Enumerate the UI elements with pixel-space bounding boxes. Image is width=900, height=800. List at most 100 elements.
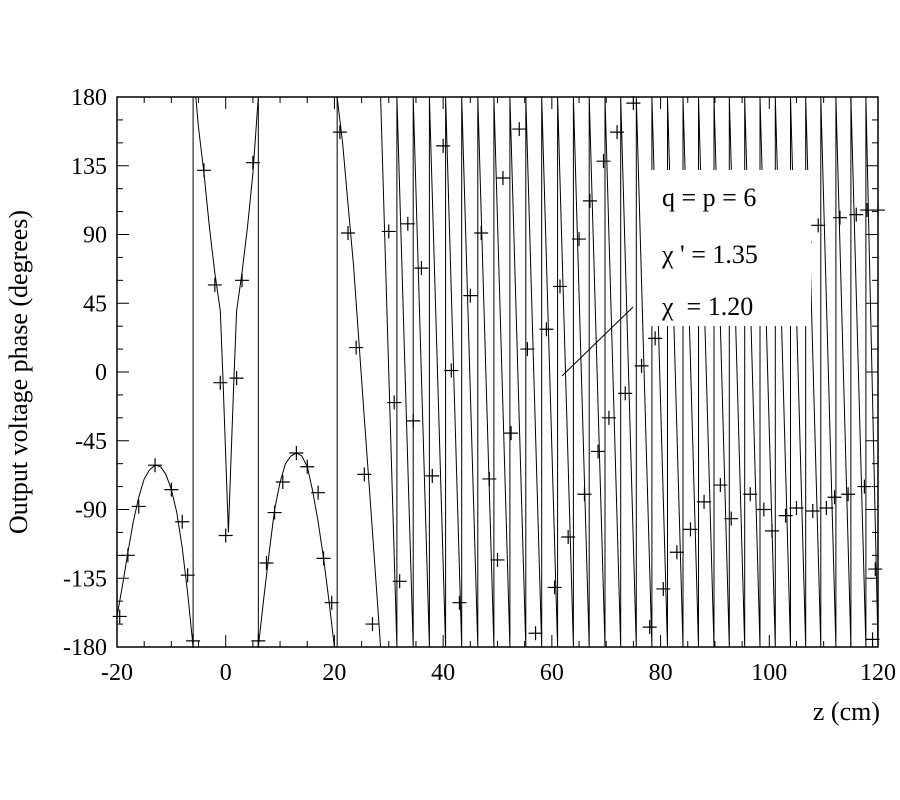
data-point-marker xyxy=(218,528,233,543)
data-point-marker xyxy=(349,340,364,355)
annotation-line-q-p: q = p = 6 xyxy=(662,183,756,212)
data-point-marker xyxy=(827,490,842,505)
data-point-marker xyxy=(332,125,347,140)
data-point-marker xyxy=(112,609,127,624)
x-tick-label: 120 xyxy=(860,660,896,686)
data-point-marker xyxy=(553,279,568,294)
y-tick-label: -180 xyxy=(63,635,107,661)
data-point-marker xyxy=(648,331,663,346)
y-tick-label: -90 xyxy=(75,498,107,524)
data-point-marker xyxy=(849,207,864,222)
data-point-marker xyxy=(229,371,244,386)
axis-tick-labels: -20 0 20 40 60 80 100 120 -180 -135 -90 -45 0 45 90 135… xyxy=(63,85,896,686)
data-point-marker xyxy=(572,232,587,247)
data-point-marker xyxy=(618,386,633,401)
data-point-marker xyxy=(743,487,758,502)
data-point-marker xyxy=(832,210,847,225)
data-point-marker xyxy=(495,170,510,185)
data-point-marker xyxy=(245,155,260,170)
data-point-marker xyxy=(547,580,562,595)
axis-ticks xyxy=(116,96,879,648)
data-point-marker xyxy=(756,502,771,517)
data-point-marker xyxy=(656,581,671,596)
data-point-marker xyxy=(267,505,282,520)
data-point-marker xyxy=(582,193,597,208)
data-point-marker xyxy=(235,273,250,288)
annotation-pointer-line xyxy=(561,306,634,377)
x-tick-label: 80 xyxy=(649,660,673,686)
y-tick-label: 45 xyxy=(83,291,107,317)
data-point-marker xyxy=(474,225,489,240)
y-axis-title: Output voltage phase (degrees) xyxy=(4,210,33,534)
phase-curve-wrapped xyxy=(380,96,879,648)
data-point-marker xyxy=(400,216,415,231)
data-point-marker xyxy=(414,261,429,276)
data-point-marker xyxy=(207,277,222,292)
data-point-marker xyxy=(539,322,554,337)
data-point-marker xyxy=(196,163,211,178)
data-point-marker xyxy=(406,413,421,428)
data-point-marker xyxy=(789,500,804,515)
data-point-marker xyxy=(819,500,834,515)
data-point-marker xyxy=(452,595,467,610)
data-point-marker xyxy=(311,485,326,500)
data-point-marker xyxy=(865,632,880,647)
data-point-marker xyxy=(520,342,535,357)
x-tick-label: 100 xyxy=(751,660,787,686)
data-point-marker xyxy=(148,458,163,473)
data-point-marker xyxy=(601,410,616,425)
data-point-marker xyxy=(811,218,826,233)
data-point-marker xyxy=(642,620,657,635)
annotation-background xyxy=(645,170,811,326)
phase-curve-segment xyxy=(336,96,382,648)
data-point-marker xyxy=(626,96,641,111)
y-tick-label: 180 xyxy=(71,85,107,111)
data-point-marker xyxy=(186,633,201,648)
data-point-marker xyxy=(805,504,820,519)
data-point-marker xyxy=(324,595,339,610)
data-point-marker xyxy=(596,154,611,169)
data-point-marker xyxy=(259,555,274,570)
data-point-marker xyxy=(561,530,576,544)
data-point-marker xyxy=(463,288,478,303)
data-point-marker xyxy=(490,552,505,567)
data-point-marker xyxy=(444,363,459,378)
data-point-marker xyxy=(871,203,885,218)
data-point-marker xyxy=(275,475,290,489)
data-point-marker xyxy=(778,508,793,523)
data-point-marker xyxy=(131,499,146,514)
parameter-annotation: q = p = 6 χ ' = 1.35 χ = 1.20 xyxy=(561,170,811,377)
x-axis-title: z (cm) xyxy=(813,697,880,726)
data-point-marker xyxy=(213,375,228,390)
data-point-marker xyxy=(175,514,190,529)
data-point-marker xyxy=(669,545,684,560)
data-point-marker xyxy=(425,468,440,483)
data-point-marker xyxy=(857,479,872,494)
data-point-marker xyxy=(868,562,883,577)
data-point-marker xyxy=(316,551,331,566)
data-point-marker xyxy=(724,511,739,526)
data-point-marker xyxy=(365,617,380,632)
phase-curve-segment xyxy=(195,96,259,533)
data-point-marker xyxy=(841,487,856,502)
data-point-marker xyxy=(392,574,407,589)
y-tick-label: -45 xyxy=(75,429,107,455)
data-point-marker xyxy=(387,395,402,410)
data-point-marker xyxy=(300,459,315,474)
data-point-marker xyxy=(765,523,780,538)
data-point-marker xyxy=(381,224,396,239)
data-point-marker xyxy=(504,426,519,441)
annotation-line-chi: χ = 1.20 xyxy=(661,292,753,321)
x-tick-label: 40 xyxy=(431,660,455,686)
y-tick-label: 90 xyxy=(83,223,107,249)
y-tick-label: -135 xyxy=(63,566,107,592)
x-tick-label: 60 xyxy=(540,660,564,686)
data-point-marker xyxy=(528,626,543,641)
data-point-marker xyxy=(713,478,728,493)
data-point-marker xyxy=(180,568,195,583)
data-point-marker xyxy=(251,633,266,648)
data-point-marker xyxy=(697,494,712,509)
y-tick-label: 135 xyxy=(71,154,107,180)
data-point-marker xyxy=(512,122,527,137)
